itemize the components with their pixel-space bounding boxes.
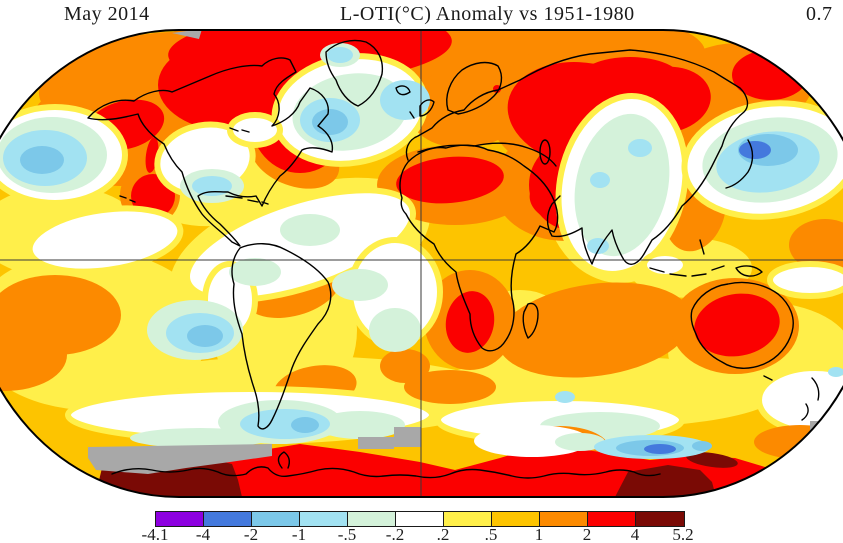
graticule — [0, 30, 843, 497]
map-outline — [0, 29, 843, 498]
color-field — [0, 30, 843, 497]
coastlines — [87, 39, 820, 479]
global-mean-value: 0.7 — [806, 3, 833, 25]
map-title: L-OTI(°C) Anomaly vs 1951-1980 — [340, 3, 635, 25]
date-label: May 2014 — [64, 3, 150, 25]
